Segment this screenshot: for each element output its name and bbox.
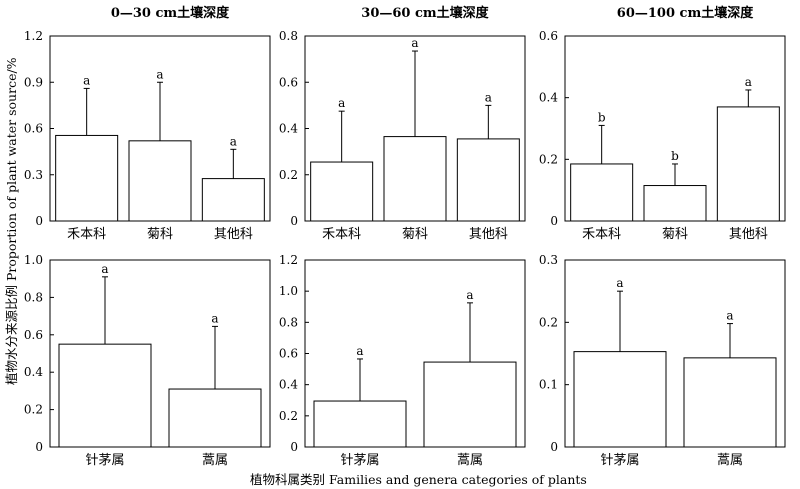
x-tick-label: 其他科 <box>729 227 768 242</box>
chart-panel-5: 0 0.2 0.4 0.6 0.8 1.0 1.2 a 针茅属 a 蒿属 <box>279 253 526 468</box>
column-title-0-30cm: 0—30 cm土壤深度 <box>110 6 230 21</box>
y-tick-label: 1.0 <box>279 284 298 298</box>
x-tick-label: 蒿属 <box>717 453 743 468</box>
y-tick-label: 0 <box>550 214 558 228</box>
y-tick-label: 0 <box>290 440 298 454</box>
plot-frame <box>49 259 271 448</box>
significance-letter: a <box>83 73 90 87</box>
x-tick-label: 禾本科 <box>322 227 361 242</box>
x-tick-label: 菊科 <box>402 227 428 242</box>
column-title-60-100cm: 60—100 cm土壤深度 <box>616 6 754 21</box>
bar <box>201 178 265 222</box>
bar <box>456 138 520 222</box>
chart-panel-6: 0 0.1 0.2 0.3 a 针茅属 a 蒿属 <box>539 253 786 468</box>
bar <box>570 163 634 222</box>
chart-panel-4: 0 0.2 0.4 0.6 0.8 1.0 a 针茅属 a 蒿属 <box>24 253 271 468</box>
bar <box>313 400 407 448</box>
significance-letter: b <box>598 110 606 124</box>
significance-letter: a <box>726 309 733 323</box>
column-title-30-60cm: 30—60 cm土壤深度 <box>361 6 489 21</box>
y-tick-label: 0.3 <box>24 168 43 182</box>
y-tick-label: 0.4 <box>279 122 298 136</box>
y-tick-label: 0.6 <box>539 29 558 43</box>
x-tick-label: 蒿属 <box>202 453 228 468</box>
y-tick-label: 0 <box>35 214 43 228</box>
y-tick-label: 0.4 <box>279 378 298 392</box>
significance-letter: a <box>411 36 418 50</box>
y-tick-label: 0.8 <box>279 315 298 329</box>
significance-letter: a <box>211 311 218 325</box>
bar <box>573 351 667 448</box>
y-tick-label: 0 <box>290 214 298 228</box>
y-tick-label: 0.3 <box>539 253 558 267</box>
bar <box>58 343 152 448</box>
x-tick-label: 其他科 <box>469 227 508 242</box>
y-tick-label: 0.9 <box>24 75 43 89</box>
bar <box>716 106 780 222</box>
significance-letter: a <box>356 344 363 358</box>
x-tick-label: 禾本科 <box>582 227 621 242</box>
bar <box>683 357 777 448</box>
y-tick-label: 0.4 <box>24 365 43 379</box>
bar <box>168 388 262 448</box>
y-tick-label: 0.2 <box>279 409 298 423</box>
y-tick-label: 0.6 <box>24 328 43 342</box>
y-tick-label: 0 <box>35 440 43 454</box>
x-tick-label: 其他科 <box>214 227 253 242</box>
y-tick-label: 0.2 <box>539 315 558 329</box>
y-tick-label: 0.8 <box>279 29 298 43</box>
y-tick-label: 0 <box>550 440 558 454</box>
y-tick-label: 0.6 <box>279 347 298 361</box>
x-tick-label: 菊科 <box>147 227 173 242</box>
significance-letter: a <box>485 90 492 104</box>
bar <box>55 134 119 222</box>
significance-letter: a <box>338 96 345 110</box>
significance-letter: a <box>156 67 163 81</box>
chart-panel-1: 0 0.3 0.6 0.9 1.2 a 禾本科 a 菊科 a 其他科 <box>24 29 271 242</box>
x-axis-label: 植物科属类别 Families and genera categories of… <box>250 472 587 487</box>
y-tick-label: 0.1 <box>539 378 558 392</box>
bar <box>643 185 707 222</box>
x-tick-label: 针茅属 <box>340 453 379 468</box>
y-tick-label: 0.2 <box>279 168 298 182</box>
y-tick-label: 0.6 <box>279 75 298 89</box>
significance-letter: a <box>616 276 623 290</box>
y-tick-label: 0.4 <box>539 91 558 105</box>
significance-letter: a <box>466 288 473 302</box>
bar <box>423 361 517 448</box>
x-tick-label: 禾本科 <box>67 227 106 242</box>
y-tick-label: 1.2 <box>24 29 43 43</box>
y-tick-label: 0.6 <box>24 122 43 136</box>
x-tick-label: 菊科 <box>662 227 688 242</box>
bar <box>310 161 374 222</box>
y-tick-label: 1.0 <box>24 253 43 267</box>
significance-letter: a <box>745 75 752 89</box>
y-tick-label: 0.2 <box>539 152 558 166</box>
bar <box>383 136 447 222</box>
y-tick-label: 0.2 <box>24 403 43 417</box>
x-tick-label: 蒿属 <box>457 453 483 468</box>
significance-letter: a <box>230 134 237 148</box>
significance-letter: a <box>101 262 108 276</box>
chart-panel-3: 0 0.2 0.4 0.6 b 禾本科 b 菊科 a 其他科 <box>539 29 786 242</box>
x-tick-label: 针茅属 <box>600 453 639 468</box>
plot-frame <box>564 259 786 448</box>
y-tick-label: 1.2 <box>279 253 298 267</box>
significance-letter: b <box>671 149 679 163</box>
y-tick-label: 0.8 <box>24 290 43 304</box>
x-tick-label: 针茅属 <box>85 453 124 468</box>
bar <box>128 140 192 222</box>
chart-panel-2: 0 0.2 0.4 0.6 0.8 a 禾本科 a 菊科 a 其他科 <box>279 29 526 242</box>
